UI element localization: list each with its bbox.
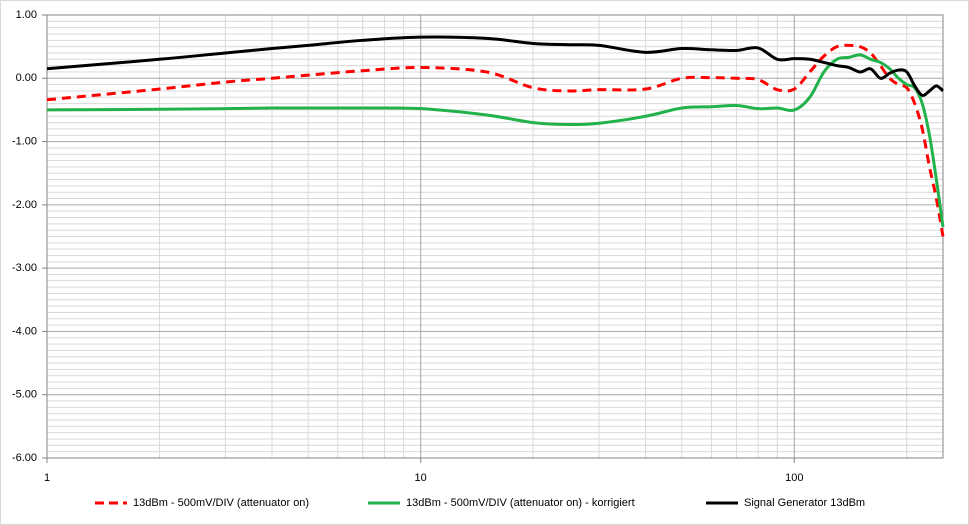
y-tick-label: -6.00	[12, 452, 37, 464]
y-tick-label: -5.00	[12, 389, 37, 401]
y-tick-label: -4.00	[12, 325, 37, 337]
y-tick-label: -2.00	[12, 199, 37, 211]
y-tick-label: -1.00	[12, 135, 37, 147]
data-line	[46, 35, 945, 97]
legend-label: 13dBm - 500mV/DIV (attenuator on)	[133, 497, 309, 509]
data-line	[46, 43, 945, 237]
data-line	[46, 53, 945, 228]
y-tick-label: -3.00	[12, 262, 37, 274]
x-tick-label: 10	[415, 472, 427, 484]
y-tick-label: 0.00	[16, 72, 37, 84]
legend-label: Signal Generator 13dBm	[744, 497, 865, 509]
y-tick-label: 1.00	[16, 9, 37, 21]
x-tick-label: 100	[785, 472, 803, 484]
legend-label: 13dBm - 500mV/DIV (attenuator on) - korr…	[406, 497, 635, 509]
x-tick-label: 1	[44, 472, 50, 484]
